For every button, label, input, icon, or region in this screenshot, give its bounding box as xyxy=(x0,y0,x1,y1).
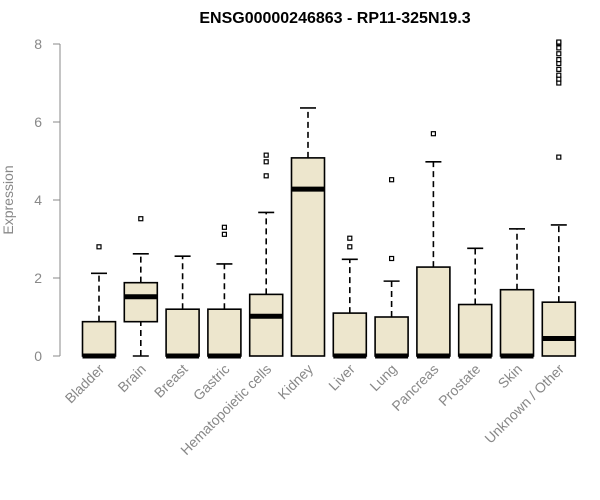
x-tick-label: Bladder xyxy=(62,361,108,407)
box-unknown-other xyxy=(541,39,577,357)
outlier-point xyxy=(389,177,395,183)
chart-title: ENSG00000246863 - RP11-325N19.3 xyxy=(199,10,470,27)
box-rect xyxy=(248,293,284,357)
box-rect xyxy=(81,320,117,357)
outlier-point xyxy=(389,255,395,262)
outlier-point xyxy=(96,244,102,250)
outlier-point xyxy=(556,154,562,160)
y-tick-label: 8 xyxy=(34,36,42,52)
box-rect xyxy=(416,266,451,357)
outlier-point xyxy=(556,66,562,72)
box-breast xyxy=(165,255,200,359)
box-prostate xyxy=(457,247,493,359)
y-tick-label: 2 xyxy=(34,270,42,286)
outlier-point xyxy=(556,39,562,45)
y-axis-label: Expression xyxy=(0,165,16,234)
y-tick-label: 0 xyxy=(34,348,42,364)
x-tick-label: Brain xyxy=(114,361,148,395)
box-rect xyxy=(374,316,409,357)
x-tick-label: Kidney xyxy=(275,361,317,403)
box-rect xyxy=(457,303,493,357)
outlier-point xyxy=(430,131,436,137)
box-rect xyxy=(499,288,535,357)
outlier-point xyxy=(138,216,144,222)
outlier-point xyxy=(263,159,269,165)
outlier-point xyxy=(263,152,269,158)
box-liver xyxy=(332,235,368,359)
box-rect xyxy=(165,308,200,357)
outlier-point xyxy=(347,235,353,241)
x-tick-label: Lung xyxy=(366,361,399,394)
boxes-group xyxy=(81,39,577,359)
box-rect xyxy=(207,308,242,357)
outlier-point xyxy=(347,244,353,250)
box-gastric xyxy=(207,224,242,359)
outlier-point xyxy=(556,51,562,57)
box-skin xyxy=(499,228,535,359)
outlier-point xyxy=(556,72,562,78)
y-axis: 0 2 4 6 8 xyxy=(34,36,61,364)
box-bladder xyxy=(81,244,117,359)
outlier-point xyxy=(556,45,562,51)
outlier-point xyxy=(221,224,227,230)
x-tick-label: Skin xyxy=(495,361,526,392)
x-tick-label: Breast xyxy=(151,361,191,401)
box-rect xyxy=(332,312,368,357)
box-kidney xyxy=(290,107,326,357)
x-tick-label: Liver xyxy=(325,361,358,394)
outlier-point xyxy=(556,56,562,63)
box-hematopoietic-cells xyxy=(248,152,284,357)
x-tick-label: Unknown / Other xyxy=(481,361,567,447)
outlier-point xyxy=(221,231,227,237)
box-lung xyxy=(374,177,409,359)
box-brain xyxy=(123,216,159,357)
outlier-point xyxy=(263,173,269,179)
box-pancreas xyxy=(416,131,451,359)
x-tick-label: Prostate xyxy=(435,361,483,409)
y-tick-label: 6 xyxy=(34,114,42,130)
box-rect xyxy=(123,281,159,323)
y-tick-label: 4 xyxy=(34,192,42,208)
box-rect xyxy=(541,301,577,357)
